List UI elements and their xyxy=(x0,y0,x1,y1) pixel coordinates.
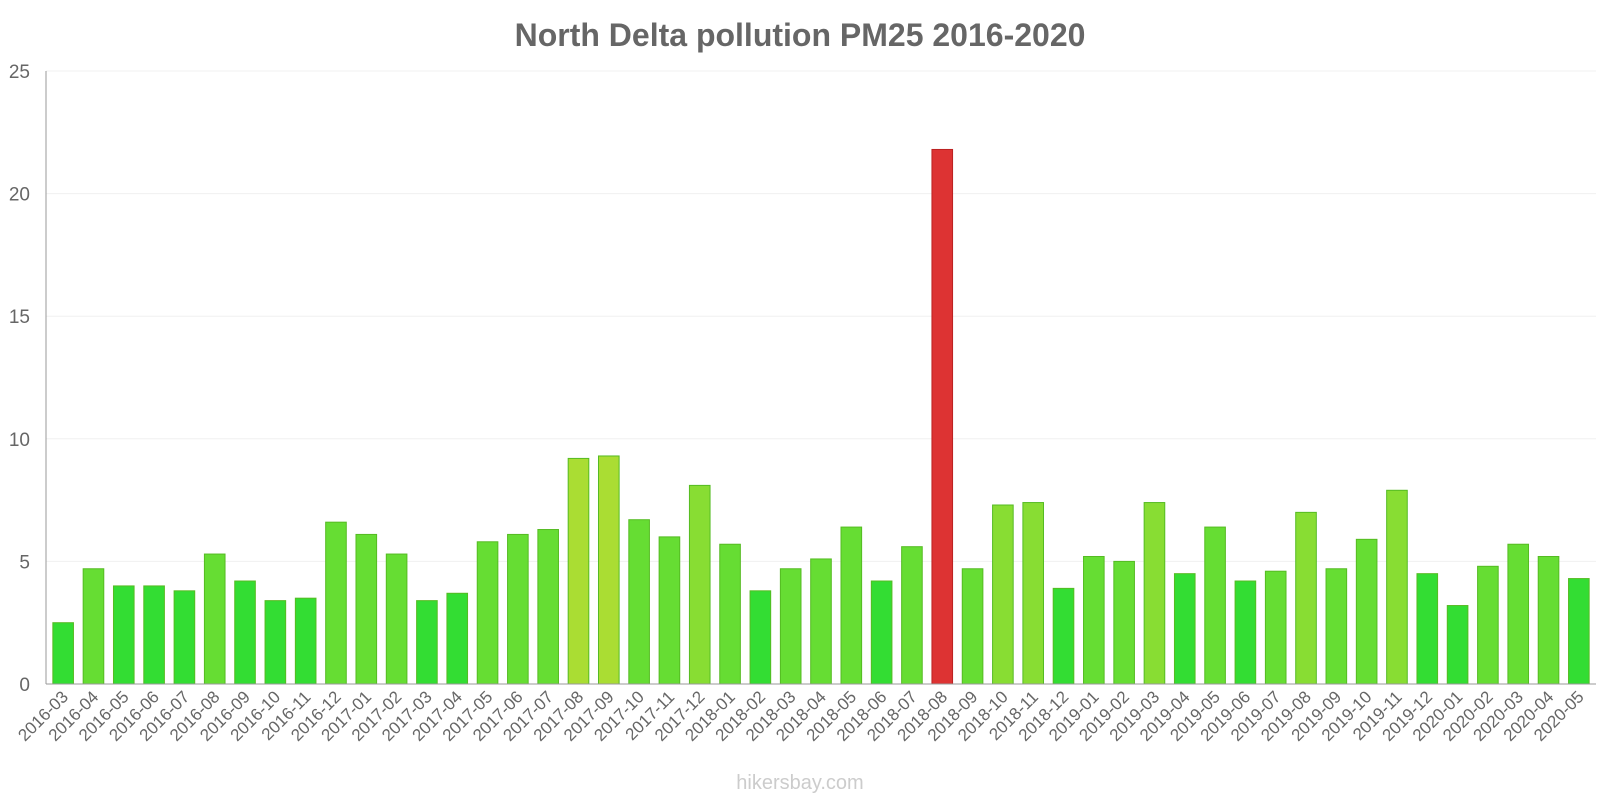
bar-2016-09 xyxy=(234,580,256,685)
axes xyxy=(45,71,1596,685)
bar-2020-03 xyxy=(1507,543,1530,685)
bar-2019-03 xyxy=(1143,502,1166,685)
bar-2017-04 xyxy=(446,592,469,685)
bar-2016-06 xyxy=(143,585,165,685)
bar-2016-11 xyxy=(294,597,317,685)
bar-2017-10 xyxy=(628,519,650,685)
bar-2016-05 xyxy=(112,585,135,685)
bar-2016-03 xyxy=(52,622,74,685)
y-axis-ticks: 0 5 10 15 20 25 xyxy=(9,62,30,696)
bar-2019-10 xyxy=(1355,538,1378,685)
bar-2017-07 xyxy=(537,529,559,685)
bar-2019-07 xyxy=(1264,570,1287,685)
bar-2017-11 xyxy=(658,536,681,685)
bar-2018-09 xyxy=(961,568,984,685)
bar-2019-11 xyxy=(1386,489,1408,685)
bar-2018-08 xyxy=(931,148,954,685)
bar-2018-11 xyxy=(1022,502,1045,685)
bar-2018-01 xyxy=(719,543,741,685)
grid-lines xyxy=(46,70,1596,562)
bar-2017-06 xyxy=(507,533,529,685)
y-tick-label: 25 xyxy=(9,62,30,83)
bar-2018-04 xyxy=(810,558,832,685)
bar-2018-03 xyxy=(779,568,802,685)
bar-2017-03 xyxy=(416,600,438,685)
bar-2017-08 xyxy=(567,457,590,685)
bar-2016-12 xyxy=(325,521,347,685)
bar-2020-01 xyxy=(1446,605,1469,685)
bar-2016-08 xyxy=(203,553,226,685)
bar-2019-08 xyxy=(1295,511,1317,685)
bar-2016-10 xyxy=(264,600,287,685)
bar-2018-12 xyxy=(1052,587,1075,685)
bar-2018-06 xyxy=(870,580,893,685)
bar-2019-04 xyxy=(1173,573,1196,685)
chart-title: North Delta pollution PM25 2016-2020 xyxy=(515,17,1086,53)
bar-2017-01 xyxy=(355,533,378,685)
source-watermark: hikersbay.com xyxy=(736,772,863,794)
bar-2019-09 xyxy=(1325,568,1348,685)
bar-2017-02 xyxy=(385,553,408,685)
y-tick-label: 15 xyxy=(9,307,30,328)
bar-2017-09 xyxy=(597,455,620,685)
bar-2016-07 xyxy=(173,590,196,685)
bar-2019-01 xyxy=(1083,555,1105,685)
y-tick-label: 5 xyxy=(19,552,30,573)
bar-2019-06 xyxy=(1234,580,1257,685)
bar-2018-10 xyxy=(992,504,1014,685)
bar-2020-02 xyxy=(1477,565,1499,685)
bar-2017-12 xyxy=(688,484,711,685)
bar-2019-12 xyxy=(1416,573,1439,685)
x-axis-ticks: 2016-032016-042016-052016-062016-072016-… xyxy=(14,687,1587,745)
bar-2020-04 xyxy=(1537,555,1560,685)
bar-2017-05 xyxy=(476,541,499,685)
bar-2016-04 xyxy=(82,568,105,685)
bar-2019-05 xyxy=(1204,526,1226,685)
bar-2020-05 xyxy=(1568,578,1590,685)
bar-series xyxy=(52,148,1590,685)
bar-2018-02 xyxy=(749,590,772,685)
y-tick-label: 20 xyxy=(9,185,30,206)
bar-2019-02 xyxy=(1113,560,1135,685)
y-tick-label: 10 xyxy=(9,430,30,451)
y-tick-label: 0 xyxy=(19,675,30,696)
bar-2018-05 xyxy=(840,526,863,685)
bar-2018-07 xyxy=(901,546,923,685)
